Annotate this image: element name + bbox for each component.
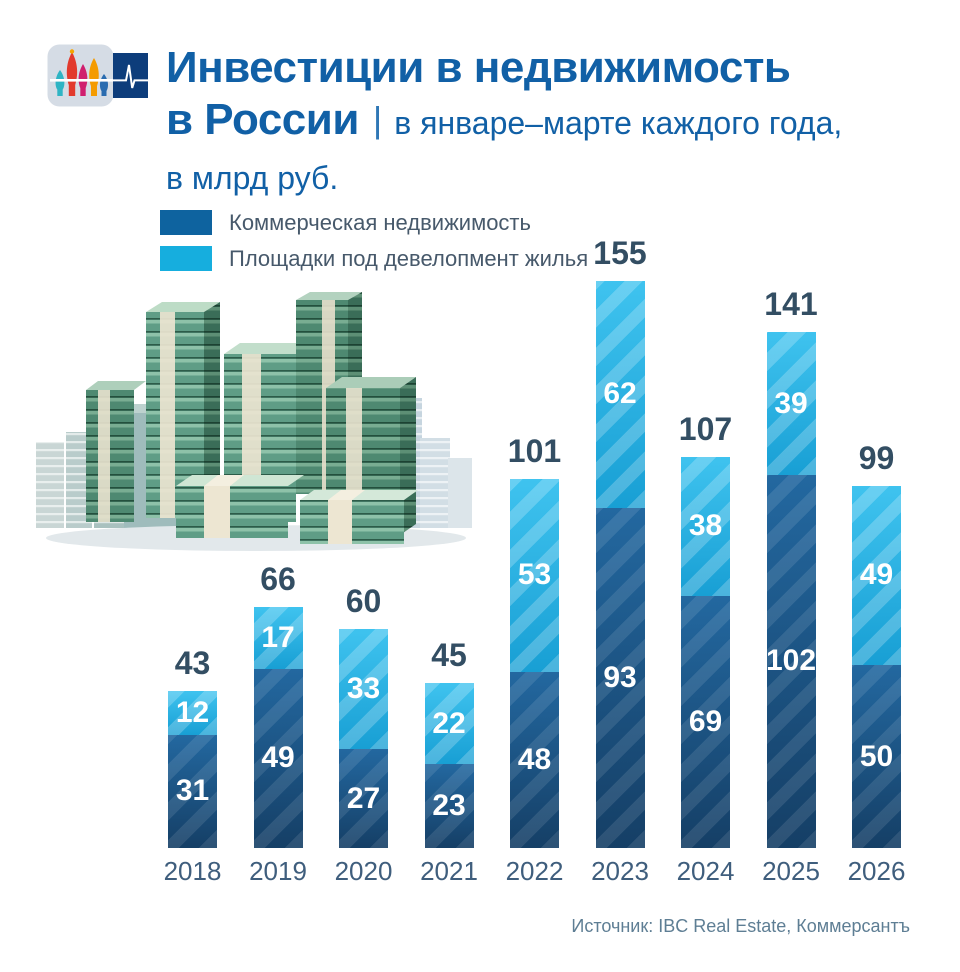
legend-item-commercial: Коммерческая недвижимость <box>160 210 588 235</box>
segment-value-label: 69 <box>688 704 723 738</box>
bar-segment-commercial: 50 <box>852 665 901 848</box>
bar-total-label: 99 <box>858 439 895 476</box>
subtitle-line-2: в млрд руб. <box>166 160 339 196</box>
page-title: Инвестиции в недвижимость в России | в янв… <box>166 42 842 200</box>
bar-group-2024: 38 69 <box>681 456 730 848</box>
bar-segment-development: 12 <box>168 690 217 735</box>
bar-segment-development: 38 <box>681 456 730 596</box>
bar-segment-development: 62 <box>595 281 645 508</box>
x-axis-label: 2026 <box>847 856 906 886</box>
x-axis-label: 2018 <box>163 856 222 886</box>
bar-segment-development: 53 <box>510 478 559 673</box>
bar-segment-commercial: 23 <box>424 763 474 848</box>
legend-swatch-development <box>160 246 212 271</box>
x-axis-label: 2019 <box>249 856 307 886</box>
kommersant-logo <box>47 44 148 107</box>
bar-segment-development: 33 <box>339 628 388 750</box>
bar-segment-commercial: 27 <box>339 749 388 848</box>
bar-total-label: 107 <box>678 410 733 447</box>
x-axis-label: 2024 <box>676 856 735 886</box>
bar-group-2021: 22 23 <box>424 683 474 848</box>
source-note: Источник: IBC Real Estate, Коммерсантъ <box>571 916 910 936</box>
x-axis-label: 2025 <box>762 856 820 886</box>
money-towers <box>86 292 418 544</box>
segment-value-label: 38 <box>688 509 723 543</box>
segment-value-label: 62 <box>603 377 637 411</box>
bar-segment-commercial: 102 <box>765 474 817 848</box>
segment-value-label: 53 <box>517 558 552 592</box>
bar-segment-development: 22 <box>424 683 474 764</box>
st-basils-cathedral-icon <box>47 44 114 107</box>
bar-segment-development: 49 <box>852 485 901 666</box>
bar-group-2022: 53 48 <box>510 478 559 848</box>
segment-value-label: 27 <box>346 781 381 815</box>
legend-label-development: Площадки под девелопмент жилья <box>229 245 589 271</box>
bar-total-label: 66 <box>260 560 296 597</box>
bar-total-label: 155 <box>593 235 647 271</box>
bar-segment-commercial: 31 <box>168 734 217 848</box>
bar-segment-commercial: 48 <box>510 672 559 848</box>
bar-group-2019: 17 49 <box>253 606 303 848</box>
x-axis-label: 2021 <box>420 856 478 886</box>
subtitle-line-1: в январе–марте каждого года, <box>394 105 843 141</box>
title-line-1: Инвестиции в недвижимость <box>166 43 791 92</box>
bar-total-label: 60 <box>345 582 382 619</box>
title-bold: в России <box>166 95 359 144</box>
segment-value-label: 102 <box>765 644 817 678</box>
segment-value-label: 50 <box>859 739 894 773</box>
bar-total-label: 45 <box>431 637 467 674</box>
segment-value-label: 17 <box>261 620 295 654</box>
bar-group-2023: 62 93 <box>595 281 645 848</box>
segment-value-label: 31 <box>175 774 210 808</box>
bar-total-label: 101 <box>507 432 562 469</box>
segment-value-label: 23 <box>432 788 466 822</box>
money-stack-buildings-illustration <box>36 292 472 551</box>
title-separator: | <box>372 99 383 140</box>
bar-group-2025: 39 102 <box>765 332 817 848</box>
bar-total-label: 43 <box>174 644 211 681</box>
bar-group-2020: 33 27 <box>339 628 388 848</box>
bar-segment-development: 39 <box>766 332 816 475</box>
x-axis-label: 2023 <box>591 856 649 886</box>
segment-value-label: 22 <box>432 706 466 740</box>
segment-value-label: 48 <box>517 743 552 777</box>
segment-value-label: 12 <box>175 695 210 729</box>
legend-swatch-commercial <box>160 210 212 235</box>
segment-value-label: 39 <box>774 386 808 420</box>
bar-segment-development: 17 <box>253 606 303 669</box>
bar-total-label: 141 <box>764 286 818 323</box>
bar-segment-commercial: 49 <box>253 668 303 848</box>
pulse-line-icon <box>113 53 148 98</box>
segment-value-label: 33 <box>346 671 381 705</box>
segment-value-label: 49 <box>261 741 295 775</box>
legend-item-development: Площадки под девелопмент жилья <box>160 246 588 271</box>
bar-group-2026: 49 50 <box>852 485 901 848</box>
bar-group-2018: 12 31 <box>168 690 217 848</box>
segment-value-label: 49 <box>859 558 894 592</box>
x-axis-label: 2022 <box>505 856 564 886</box>
bar-segment-commercial: 93 <box>595 507 645 848</box>
bar-segment-commercial: 69 <box>681 595 730 848</box>
title-line-2: в России | в январе–марте каждого года, <box>166 94 842 156</box>
segment-value-label: 93 <box>603 660 637 694</box>
legend: Коммерческая недвижимость Площадки под д… <box>160 210 588 282</box>
legend-label-commercial: Коммерческая недвижимость <box>229 209 531 235</box>
x-axis-label: 2020 <box>334 856 393 886</box>
